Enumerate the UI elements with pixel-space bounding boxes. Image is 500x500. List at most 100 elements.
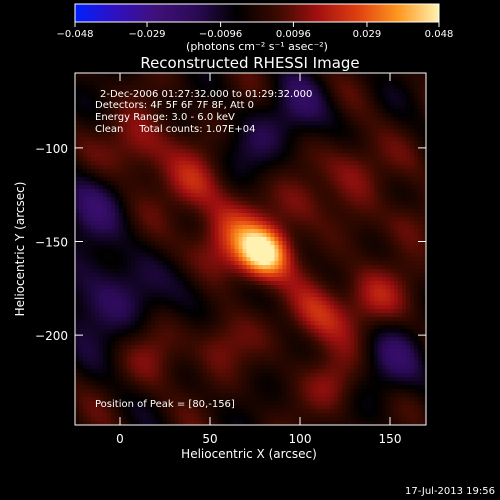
heatmap-cell — [102, 89, 108, 94]
heatmap-cell — [222, 113, 228, 118]
heatmap-cell — [126, 261, 132, 266]
heatmap-cell — [190, 277, 196, 282]
heatmap-cell — [262, 229, 268, 234]
heatmap-cell — [282, 85, 287, 90]
heatmap-cell — [330, 213, 335, 218]
heatmap-cell — [174, 117, 180, 122]
heatmap-cell — [322, 165, 327, 170]
heatmap-cell — [370, 241, 375, 246]
heatmap-cell — [178, 137, 184, 142]
heatmap-cell — [378, 165, 383, 170]
heatmap-cell — [306, 117, 311, 122]
heatmap-cell — [278, 129, 284, 134]
heatmap-cell — [314, 225, 319, 230]
heatmap-cell — [210, 281, 216, 286]
heatmap-cell — [370, 157, 375, 162]
heatmap-cell — [118, 261, 124, 266]
heatmap-cell — [314, 177, 319, 182]
heatmap-cell — [142, 113, 148, 118]
heatmap-cell — [238, 133, 244, 138]
heatmap-cell — [106, 253, 112, 258]
heatmap-cell — [246, 269, 252, 274]
heatmap-cell — [342, 77, 347, 82]
heatmap-cell — [238, 281, 244, 286]
heatmap-cell — [114, 173, 120, 178]
heatmap-cell — [138, 125, 144, 130]
heatmap-cell — [202, 145, 208, 150]
heatmap-cell — [98, 117, 104, 122]
heatmap-cell — [322, 229, 327, 234]
heatmap-cell — [258, 233, 264, 238]
heatmap-cell — [422, 237, 426, 242]
heatmap-cell — [358, 189, 363, 194]
heatmap-cell — [146, 213, 152, 218]
heatmap-cell — [94, 185, 100, 190]
heatmap-cell — [174, 169, 180, 174]
heatmap-cell — [270, 121, 276, 126]
heatmap-cell — [170, 225, 176, 230]
heatmap-cell — [134, 157, 140, 162]
heatmap-cell — [122, 81, 128, 86]
heatmap-cell — [278, 189, 284, 194]
heatmap-cell — [142, 161, 148, 166]
heatmap-cell — [262, 73, 268, 78]
heatmap-cell — [366, 121, 371, 126]
heatmap-cell — [294, 181, 299, 186]
heatmap-cell — [166, 273, 172, 278]
heatmap-cell — [242, 157, 248, 162]
heatmap-cell — [130, 257, 136, 262]
heatmap-cell — [418, 133, 423, 138]
heatmap-cell — [202, 77, 208, 82]
heatmap-cell — [130, 165, 136, 170]
heatmap-cell — [102, 117, 108, 122]
heatmap-cell — [270, 157, 276, 162]
heatmap-cell — [278, 157, 284, 162]
heatmap-cell — [234, 189, 240, 194]
heatmap-cell — [198, 109, 204, 114]
heatmap-cell — [194, 169, 200, 174]
heatmap-cell — [202, 217, 208, 222]
heatmap-cell — [138, 81, 144, 86]
heatmap-cell — [130, 265, 136, 270]
heatmap-cell — [98, 157, 104, 162]
heatmap-cell — [194, 185, 200, 190]
heatmap-cell — [134, 97, 140, 102]
heatmap-cell — [190, 297, 196, 302]
heatmap-cell — [222, 189, 228, 194]
heatmap-cell — [110, 277, 116, 282]
heatmap-cell — [242, 89, 248, 94]
heatmap-cell — [122, 249, 128, 254]
heatmap-cell — [266, 129, 272, 134]
heatmap-cell — [170, 93, 176, 98]
heatmap-cell — [410, 217, 415, 222]
heatmap-cell — [234, 73, 240, 78]
heatmap-cell — [75, 165, 80, 170]
heatmap-cell — [358, 221, 363, 226]
heatmap-cell — [182, 133, 188, 138]
heatmap-cell — [174, 89, 180, 94]
heatmap-cell — [94, 289, 100, 294]
heatmap-cell — [222, 133, 228, 138]
heatmap-cell — [354, 261, 359, 266]
heatmap-cell — [210, 193, 216, 198]
heatmap-cell — [406, 225, 411, 230]
heatmap-cell — [246, 77, 252, 82]
heatmap-cell — [106, 125, 112, 130]
heatmap-cell — [234, 229, 240, 234]
heatmap-cell — [378, 97, 383, 102]
heatmap-cell — [422, 277, 426, 282]
heatmap-cell — [118, 81, 124, 86]
heatmap-cell — [406, 85, 411, 90]
heatmap-cell — [414, 213, 419, 218]
heatmap-cell — [394, 145, 399, 150]
heatmap-cell — [82, 73, 88, 78]
heatmap-cell — [406, 193, 411, 198]
heatmap-cell — [278, 209, 284, 214]
heatmap-cell — [198, 165, 204, 170]
heatmap-cell — [134, 193, 140, 198]
heatmap-cell — [75, 241, 80, 246]
heatmap-cell — [146, 93, 152, 98]
heatmap-cell — [86, 73, 92, 78]
heatmap-cell — [270, 289, 276, 294]
heatmap-cell — [162, 93, 168, 98]
